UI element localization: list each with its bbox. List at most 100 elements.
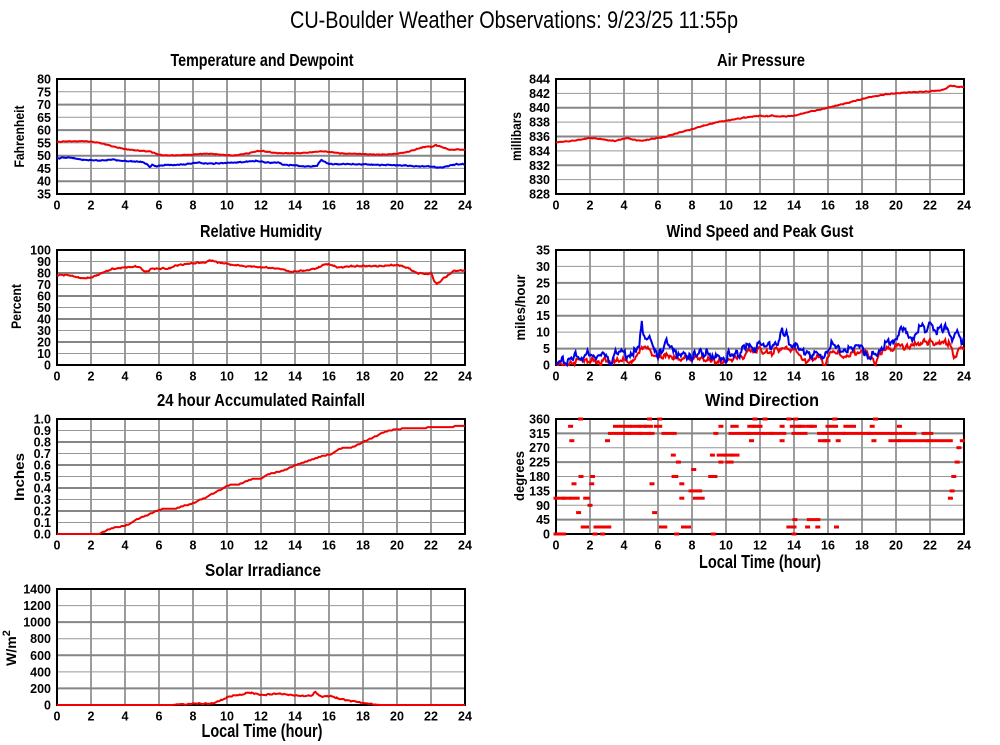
svg-text:18: 18: [356, 199, 370, 213]
svg-text:270: 270: [529, 441, 550, 455]
svg-text:8: 8: [689, 539, 696, 553]
svg-text:840: 840: [529, 101, 550, 115]
svg-text:70: 70: [37, 278, 51, 292]
svg-text:22: 22: [424, 539, 438, 553]
svg-text:millibars: millibars: [508, 112, 524, 161]
svg-text:10: 10: [719, 370, 733, 384]
svg-text:14: 14: [787, 370, 801, 384]
svg-text:45: 45: [37, 162, 51, 176]
svg-text:22: 22: [923, 199, 937, 213]
svg-text:1200: 1200: [23, 599, 51, 613]
svg-text:20: 20: [889, 539, 903, 553]
svg-text:15: 15: [536, 309, 550, 323]
svg-text:65: 65: [37, 111, 51, 125]
svg-text:14: 14: [288, 199, 302, 213]
svg-text:4: 4: [122, 539, 129, 553]
svg-text:10: 10: [719, 199, 733, 213]
svg-text:832: 832: [529, 159, 550, 173]
svg-text:14: 14: [288, 710, 302, 724]
svg-text:20: 20: [390, 539, 404, 553]
svg-text:400: 400: [30, 665, 51, 679]
svg-text:40: 40: [37, 175, 51, 189]
svg-text:Wind Direction: Wind Direction: [705, 390, 819, 410]
svg-text:22: 22: [424, 370, 438, 384]
svg-text:2: 2: [88, 710, 95, 724]
svg-text:10: 10: [37, 347, 51, 361]
svg-text:135: 135: [529, 484, 550, 498]
svg-text:24: 24: [458, 710, 472, 724]
svg-text:16: 16: [821, 199, 835, 213]
svg-text:10: 10: [220, 710, 234, 724]
svg-text:Wind Speed and Peak Gust: Wind Speed and Peak Gust: [667, 221, 854, 241]
svg-text:4: 4: [122, 710, 129, 724]
svg-text:24: 24: [957, 199, 971, 213]
svg-text:18: 18: [356, 539, 370, 553]
svg-text:6: 6: [156, 370, 163, 384]
svg-text:18: 18: [855, 370, 869, 384]
svg-text:24: 24: [957, 370, 971, 384]
svg-text:20: 20: [390, 370, 404, 384]
svg-text:834: 834: [529, 144, 550, 158]
svg-text:2: 2: [587, 539, 594, 553]
svg-text:0: 0: [54, 199, 61, 213]
svg-text:600: 600: [30, 649, 51, 663]
svg-text:830: 830: [529, 173, 550, 187]
svg-text:50: 50: [37, 301, 51, 315]
svg-text:90: 90: [536, 499, 550, 513]
svg-text:0.0: 0.0: [34, 528, 51, 542]
svg-text:0.3: 0.3: [34, 493, 51, 507]
svg-text:90: 90: [37, 255, 51, 269]
svg-text:W/m2: W/m2: [1, 630, 19, 666]
svg-text:4: 4: [122, 199, 129, 213]
svg-text:315: 315: [529, 427, 550, 441]
svg-text:8: 8: [190, 710, 197, 724]
svg-text:16: 16: [322, 710, 336, 724]
svg-text:18: 18: [356, 710, 370, 724]
svg-text:0: 0: [543, 528, 550, 542]
svg-text:0.1: 0.1: [34, 516, 51, 530]
svg-text:0.9: 0.9: [34, 424, 51, 438]
svg-text:Fahrenheit: Fahrenheit: [11, 105, 27, 167]
svg-text:14: 14: [288, 370, 302, 384]
svg-text:Inches: Inches: [11, 453, 27, 501]
svg-text:4: 4: [621, 539, 628, 553]
svg-text:1.0: 1.0: [34, 413, 51, 427]
svg-text:225: 225: [529, 456, 550, 470]
svg-text:30: 30: [536, 260, 550, 274]
svg-text:14: 14: [288, 539, 302, 553]
svg-text:24: 24: [957, 539, 971, 553]
svg-text:12: 12: [254, 539, 268, 553]
svg-text:0.2: 0.2: [34, 505, 51, 519]
svg-text:10: 10: [220, 370, 234, 384]
svg-text:24: 24: [458, 199, 472, 213]
svg-text:10: 10: [719, 539, 733, 553]
svg-text:20: 20: [889, 199, 903, 213]
svg-text:0: 0: [553, 539, 560, 553]
svg-text:Solar Irradiance: Solar Irradiance: [205, 560, 321, 580]
svg-text:1400: 1400: [23, 583, 51, 597]
svg-text:20: 20: [37, 336, 51, 350]
svg-text:16: 16: [821, 539, 835, 553]
svg-text:12: 12: [254, 199, 268, 213]
svg-text:18: 18: [855, 199, 869, 213]
svg-text:2: 2: [587, 199, 594, 213]
svg-text:Local Time (hour): Local Time (hour): [699, 552, 821, 572]
svg-text:10: 10: [220, 199, 234, 213]
svg-text:22: 22: [424, 710, 438, 724]
svg-text:24: 24: [458, 370, 472, 384]
svg-text:16: 16: [322, 199, 336, 213]
svg-text:6: 6: [156, 199, 163, 213]
svg-text:50: 50: [37, 149, 51, 163]
svg-text:12: 12: [254, 710, 268, 724]
svg-text:0: 0: [44, 359, 51, 373]
svg-text:20: 20: [536, 293, 550, 307]
svg-text:842: 842: [529, 87, 550, 101]
svg-text:25: 25: [536, 276, 550, 290]
svg-text:Relative Humidity: Relative Humidity: [200, 221, 322, 241]
svg-text:22: 22: [923, 370, 937, 384]
svg-text:Local Time (hour): Local Time (hour): [202, 721, 323, 741]
svg-text:0.5: 0.5: [34, 470, 51, 484]
svg-text:Percent: Percent: [8, 284, 24, 329]
svg-text:12: 12: [753, 539, 767, 553]
svg-text:8: 8: [689, 370, 696, 384]
